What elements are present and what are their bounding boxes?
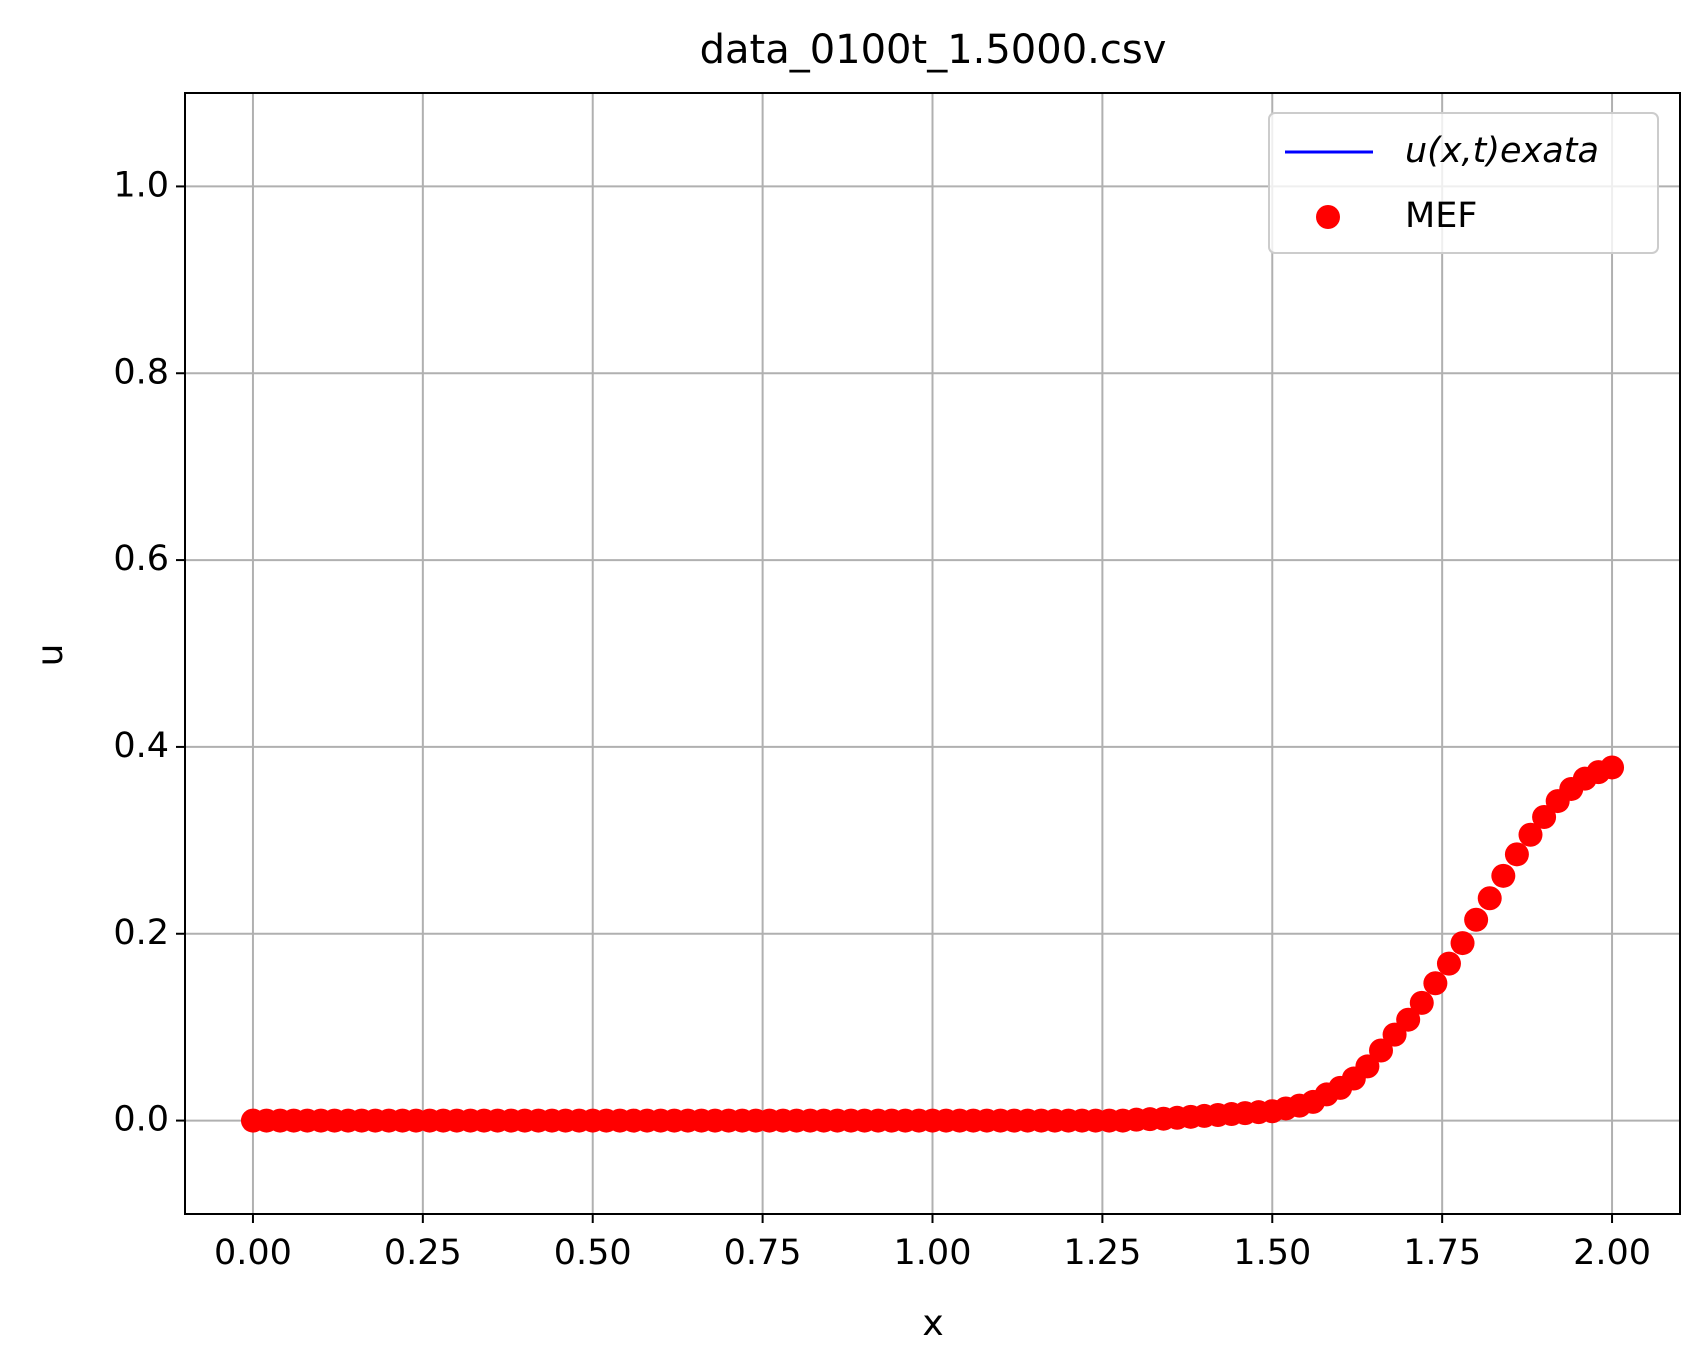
x-tick-label: 1.25 [1063, 1233, 1141, 1273]
data-point [1600, 755, 1625, 780]
x-axis-label: x [922, 1303, 943, 1344]
data-point [1369, 1038, 1393, 1063]
y-tick-label: 0.8 [113, 352, 169, 392]
data-point [1436, 951, 1461, 976]
chart-title: data_0100t_1.5000.csv [700, 27, 1167, 73]
legend-label: u(x,t)exata [1405, 131, 1599, 171]
data-point [1450, 931, 1475, 956]
x-tick-label: 0.00 [214, 1233, 292, 1273]
data-point [1464, 907, 1489, 932]
y-tick-label: 0.6 [113, 539, 169, 579]
x-tick-label: 0.25 [384, 1233, 462, 1273]
plot-area [185, 93, 1680, 1214]
data-point [1491, 863, 1516, 888]
legend-box [1268, 112, 1659, 254]
x-tick-label: 1.00 [894, 1233, 972, 1273]
data-point [1409, 990, 1434, 1015]
data-point [1396, 1007, 1421, 1032]
data-point [1423, 971, 1448, 996]
legend: u(x,t)exata MEF [1268, 112, 1659, 254]
x-tick-label: 1.75 [1403, 1233, 1481, 1273]
legend-label: MEF [1405, 196, 1477, 236]
x-tick-label: 2.00 [1573, 1233, 1651, 1273]
data-point [1504, 842, 1529, 867]
data-point [1477, 886, 1502, 911]
x-tick-label: 1.50 [1233, 1233, 1311, 1273]
data-point [1518, 822, 1543, 847]
data-point [1355, 1054, 1380, 1079]
y-tick-label: 1.0 [113, 165, 169, 205]
y-tick-label: 0.2 [113, 913, 169, 953]
x-tick-label: 0.50 [554, 1233, 632, 1273]
y-tick-label: 0.0 [113, 1100, 169, 1140]
legend-marker [1316, 205, 1340, 229]
y-tick-label: 0.4 [113, 726, 169, 766]
y-axis-label: u [30, 644, 71, 667]
x-tick-label: 0.75 [724, 1233, 802, 1273]
data-point [1532, 804, 1557, 829]
